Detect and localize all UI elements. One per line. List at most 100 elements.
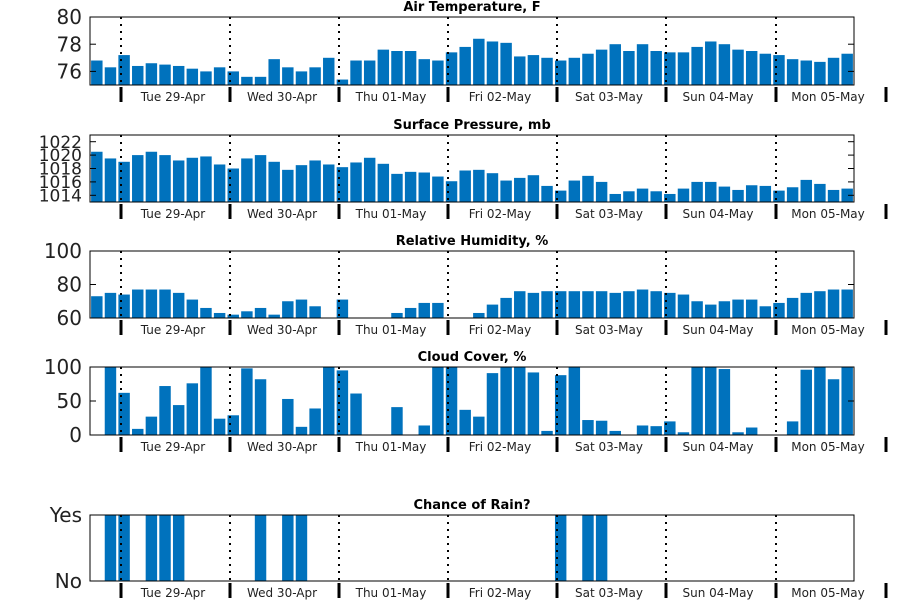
x-tick-label: Wed 30-Apr [247, 90, 317, 104]
bar [568, 180, 581, 202]
plot-frame [89, 514, 855, 582]
bar [159, 64, 171, 85]
bar [514, 367, 526, 435]
bar [486, 173, 499, 202]
bar [705, 367, 717, 435]
x-tick-mark [337, 87, 341, 102]
bar [527, 175, 540, 202]
bar [568, 57, 581, 85]
bar [623, 291, 635, 318]
x-tick-mark [664, 583, 668, 598]
bar [541, 185, 553, 202]
x-tick-label: Sat 03-May [575, 207, 643, 221]
bar [827, 189, 840, 202]
bar [323, 164, 335, 202]
bar [391, 51, 403, 85]
x-tick-mark [119, 320, 123, 335]
bar [541, 291, 553, 318]
x-tick-label: Wed 30-Apr [247, 207, 317, 221]
x-tick-mark [664, 437, 668, 452]
bar [186, 299, 199, 318]
bar [445, 52, 458, 85]
bar [486, 41, 499, 85]
bar [213, 67, 226, 85]
x-tick-label: Sat 03-May [575, 90, 643, 104]
bar [104, 292, 117, 318]
bar [514, 291, 526, 318]
bar [295, 426, 308, 435]
bar [664, 193, 676, 202]
bar [227, 415, 239, 435]
x-tick-label: Mon 05-May [791, 207, 865, 221]
x-tick-label: Tue 29-Apr [140, 90, 205, 104]
x-tick-label: Thu 01-May [355, 207, 427, 221]
bar [732, 299, 744, 318]
bar [473, 312, 485, 318]
bar [227, 71, 239, 85]
bar [172, 405, 185, 435]
bar [841, 53, 853, 85]
bar [241, 368, 253, 435]
bar [677, 432, 690, 435]
x-tick-mark [555, 437, 559, 452]
bar [554, 60, 567, 85]
bar [91, 60, 103, 85]
chart-panel-4: Cloud Cover, % 0 50 100 Tue 29-Apr Wed 30-Apr… [44, 350, 888, 454]
bar [541, 57, 553, 85]
bar [595, 49, 608, 85]
bar [691, 181, 703, 202]
x-tick-mark [228, 583, 232, 598]
bar [159, 515, 171, 581]
x-tick-mark [228, 437, 232, 452]
y-tick-label: 100 [44, 355, 82, 379]
bar [650, 191, 662, 202]
bar [814, 183, 826, 202]
bar [132, 428, 144, 435]
bar [268, 314, 280, 318]
x-tick-mark [774, 583, 778, 598]
bar [636, 44, 649, 85]
x-tick-label: Sun 04-May [682, 440, 753, 454]
bar [582, 175, 594, 202]
bar [282, 398, 294, 435]
bar [595, 291, 608, 318]
bar [227, 168, 239, 202]
bar [514, 56, 526, 85]
x-tick-mark [664, 320, 668, 335]
bar [718, 369, 731, 435]
bar [554, 515, 567, 581]
bar [295, 165, 308, 202]
bar [800, 60, 812, 85]
bar [623, 191, 635, 202]
bar [759, 306, 772, 318]
bar [432, 176, 444, 202]
bar [705, 304, 717, 318]
bar [445, 367, 458, 435]
bar [404, 171, 417, 202]
x-tick-label: Fri 02-May [469, 586, 532, 600]
bar [172, 65, 185, 85]
x-tick-label: Mon 05-May [791, 440, 865, 454]
bar [118, 294, 130, 318]
bar [500, 367, 512, 435]
bar [500, 42, 512, 85]
x-tick-label: Fri 02-May [469, 323, 532, 337]
bar [295, 515, 308, 581]
bar [568, 291, 581, 318]
x-tick-mark [446, 87, 450, 102]
bar [527, 55, 540, 85]
bar [473, 416, 485, 435]
bar [241, 76, 253, 85]
x-tick-mark [774, 437, 778, 452]
bar [391, 173, 403, 202]
bar [677, 52, 690, 85]
x-tick-label: Fri 02-May [469, 90, 532, 104]
bar [609, 430, 621, 435]
bar [309, 67, 321, 85]
bar [745, 299, 758, 318]
bar [582, 291, 594, 318]
bar [745, 427, 758, 435]
chart-title: Relative Humidity, % [396, 234, 549, 249]
bar [118, 55, 130, 85]
